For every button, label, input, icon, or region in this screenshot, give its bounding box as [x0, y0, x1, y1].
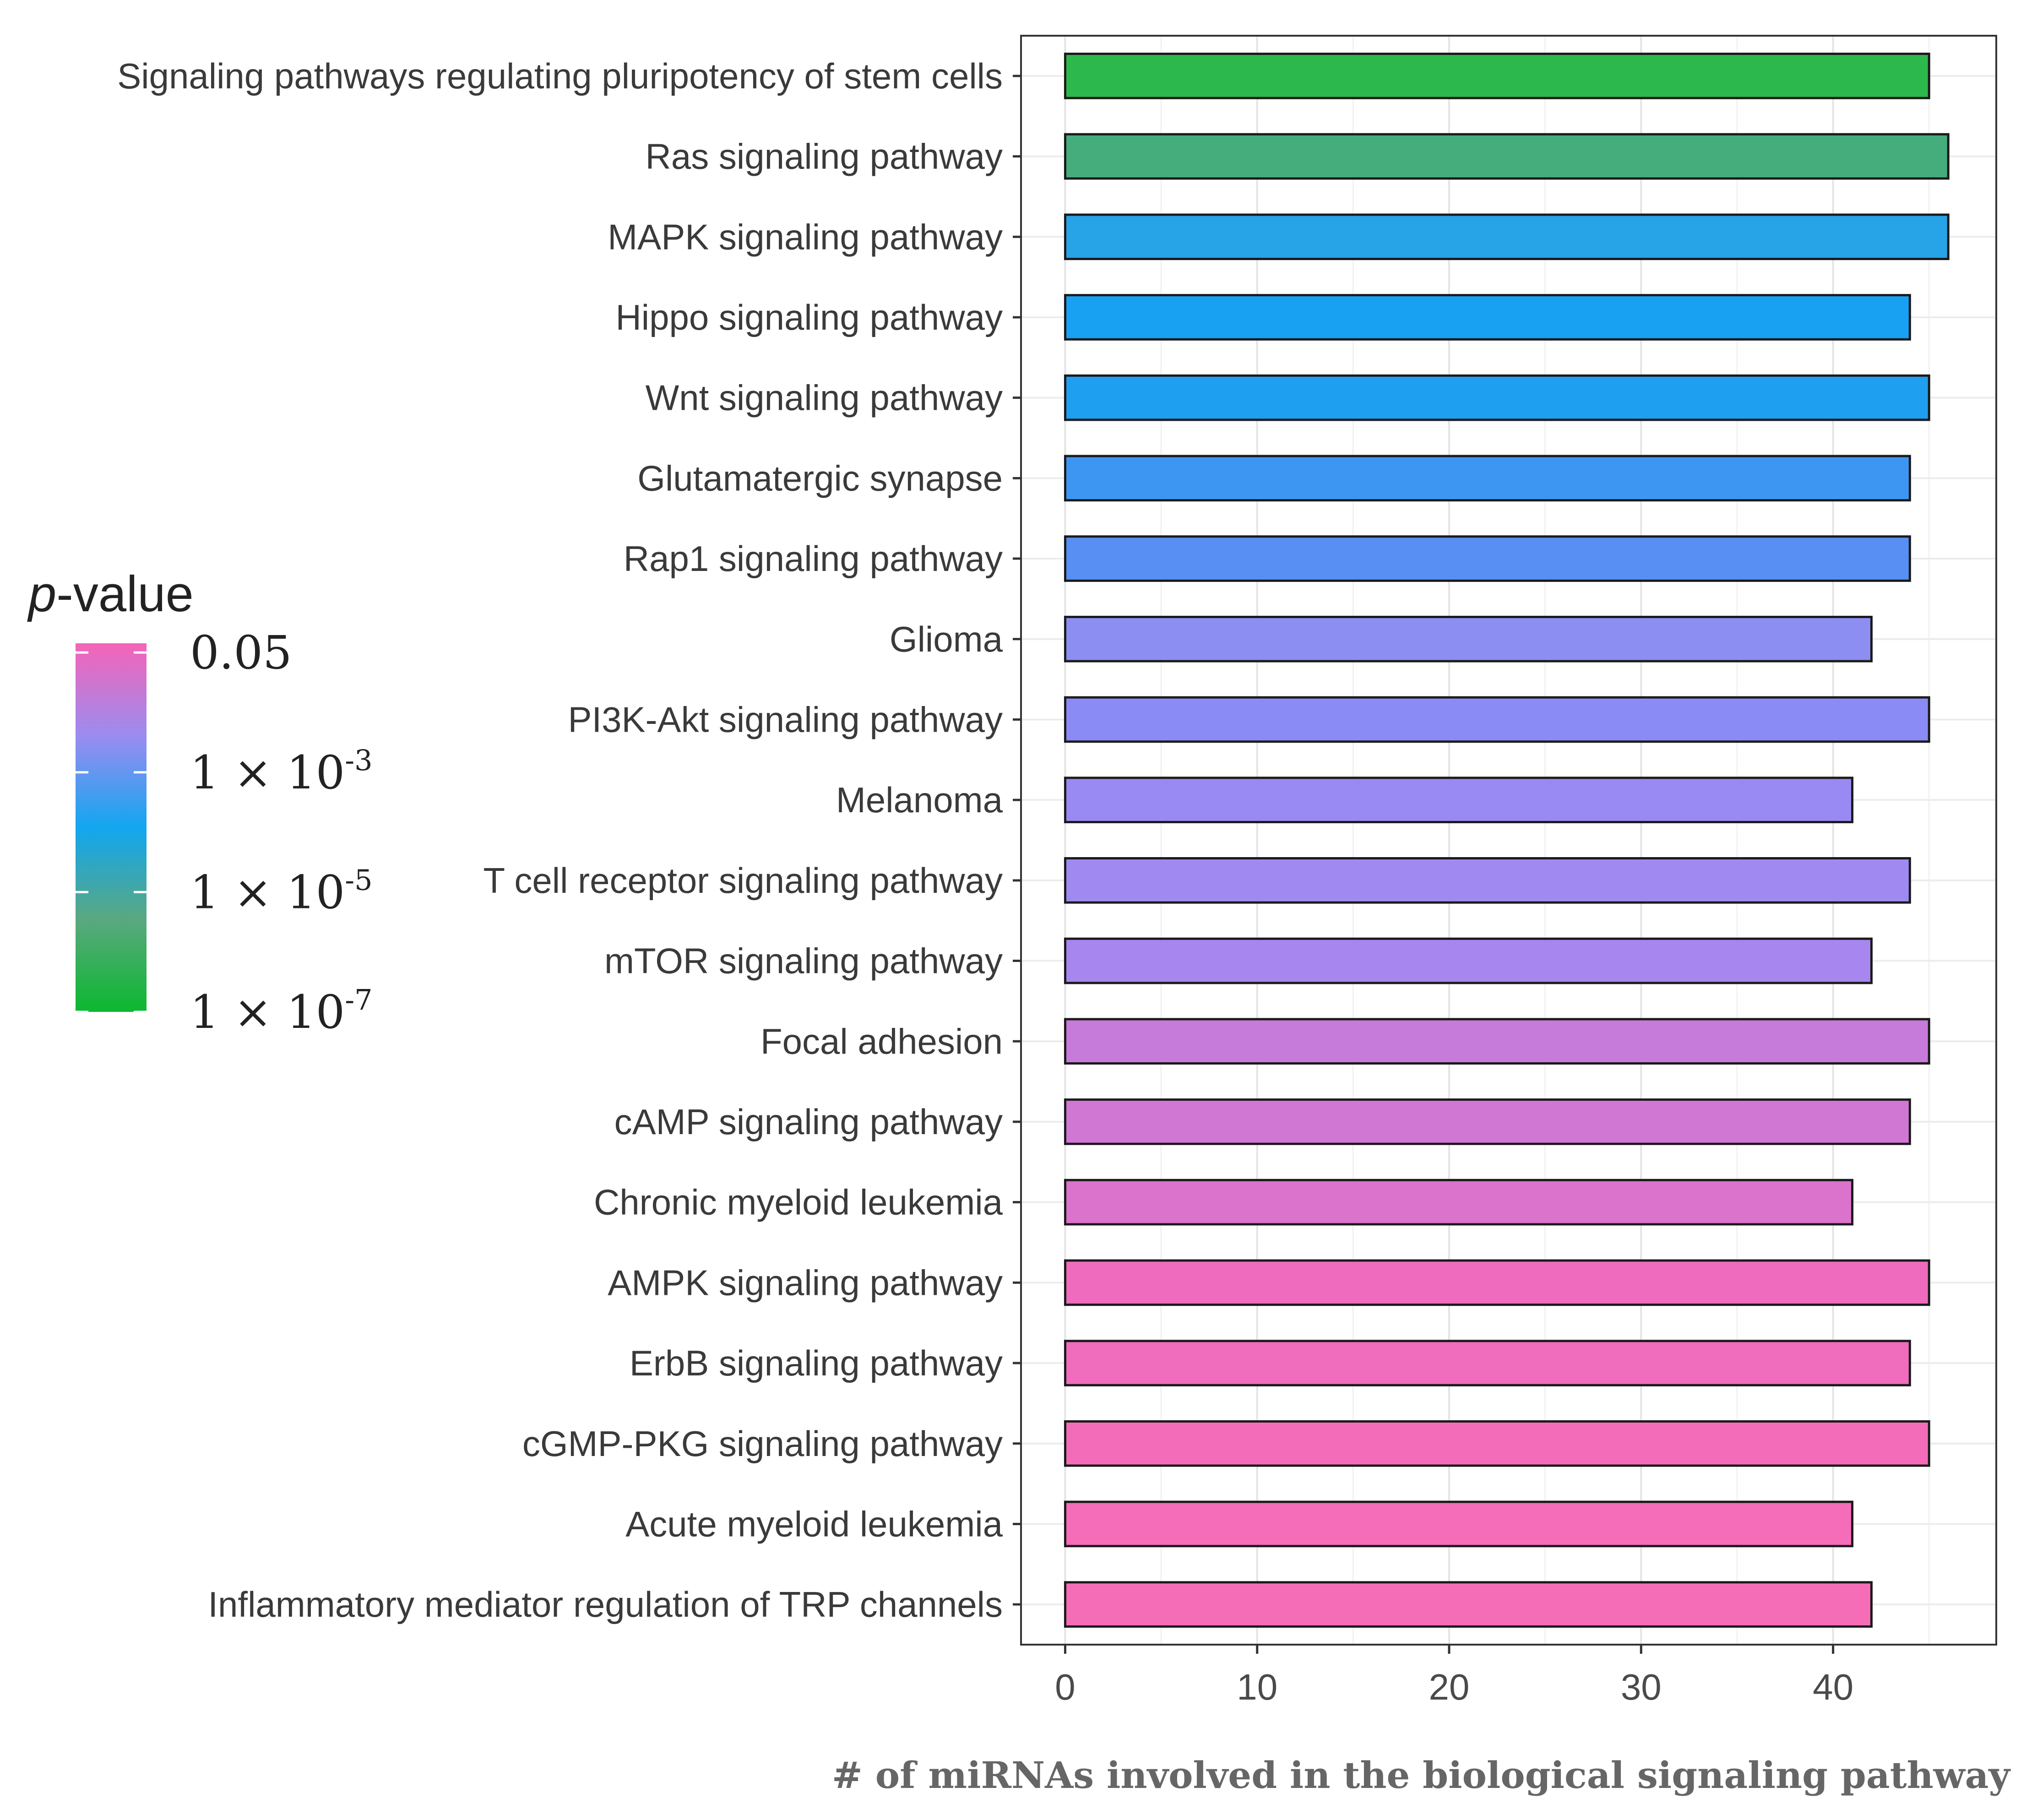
bar: [1064, 1098, 1911, 1145]
grid-lines: [1021, 36, 1996, 1645]
y-tick-label: Wnt signaling pathway: [646, 378, 1003, 418]
legend-label-base: 1 × 10: [190, 985, 345, 1039]
legend-labels: 0.051 × 10-31 × 10-51 × 10-7: [190, 626, 373, 1039]
bar: [1064, 615, 1873, 663]
y-tick-label: Hippo signaling pathway: [615, 297, 1003, 337]
y-tick-label: AMPK signaling pathway: [608, 1262, 1003, 1303]
legend-label-exponent: -3: [345, 744, 372, 777]
legend: p-value 0.051 × 10-31 × 10-51 × 10-7: [27, 566, 373, 1039]
legend-title-rest: -value: [56, 566, 194, 622]
bar: [1064, 1340, 1911, 1386]
legend-colorbar: [76, 643, 147, 1012]
y-tick-label: cGMP-PKG signaling pathway: [522, 1423, 1003, 1464]
legend-label-base: 1 × 10: [190, 865, 345, 919]
bar: [1064, 937, 1873, 984]
x-tick-label: 10: [1237, 1667, 1277, 1707]
bar: [1064, 213, 1950, 261]
bar: [1064, 1179, 1854, 1226]
y-tick-label: MAPK signaling pathway: [608, 217, 1003, 257]
x-tick-label: 40: [1813, 1667, 1853, 1707]
legend-label-base: 0.05: [190, 626, 292, 679]
legend-title-p: p: [27, 566, 56, 622]
y-tick-label: Inflammatory mediator regulation of TRP …: [208, 1584, 1003, 1624]
bar: [1064, 133, 1950, 180]
bars: [1064, 53, 1950, 1628]
y-tick-label: Glioma: [890, 619, 1003, 659]
y-tick-label: Ras signaling pathway: [646, 136, 1003, 177]
y-tick-label: Focal adhesion: [760, 1021, 1003, 1061]
bar: [1064, 696, 1930, 743]
bar: [1064, 535, 1911, 582]
bar: [1064, 857, 1911, 904]
y-tick-label: Chronic myeloid leukemia: [594, 1182, 1003, 1222]
y-tick-label: cAMP signaling pathway: [614, 1102, 1003, 1142]
legend-title: p-value: [27, 566, 194, 622]
x-axis-title: # of miRNAs involved in the biological s…: [832, 1754, 2011, 1797]
bar: [1064, 1500, 1854, 1548]
plot-panel-border: [1020, 35, 1997, 1646]
x-tick-label: 30: [1621, 1667, 1662, 1707]
x-tick-label: 0: [1055, 1667, 1076, 1707]
y-tick-label: ErbB signaling pathway: [630, 1343, 1003, 1383]
y-tick-label: Rap1 signaling pathway: [624, 538, 1003, 579]
bar: [1064, 455, 1911, 502]
bar: [1064, 294, 1911, 341]
x-axis: 0 10 20 30 40: [1055, 1645, 1853, 1707]
y-tick-label: Melanoma: [836, 780, 1003, 820]
bar: [1064, 53, 1930, 99]
legend-label: 1 × 10-3: [190, 744, 373, 799]
bar: [1064, 1259, 1930, 1306]
bar: [1064, 1420, 1930, 1467]
y-tick-label: mTOR signaling pathway: [604, 941, 1003, 981]
bar: [1064, 1581, 1873, 1628]
bar: [1064, 777, 1854, 823]
y-axis: Signaling pathways regulating pluripoten…: [117, 56, 1021, 1624]
legend-label-exponent: -5: [345, 863, 372, 896]
legend-ticks: [76, 651, 147, 1013]
y-tick-label: T cell receptor signaling pathway: [483, 860, 1003, 901]
x-tick-label: 20: [1429, 1667, 1470, 1707]
legend-label-exponent: -7: [345, 983, 372, 1016]
y-tick-label: Signaling pathways regulating pluripoten…: [117, 56, 1003, 96]
y-tick-label: Glutamatergic synapse: [637, 458, 1003, 498]
legend-label-base: 1 × 10: [190, 746, 345, 799]
y-tick-label: Acute myeloid leukemia: [625, 1504, 1003, 1544]
bar: [1064, 374, 1930, 421]
legend-label: 1 × 10-5: [190, 863, 373, 919]
bar: [1064, 1018, 1930, 1065]
legend-label: 0.05: [190, 626, 292, 679]
legend-label: 1 × 10-7: [190, 983, 373, 1039]
y-tick-label: PI3K-Akt signaling pathway: [568, 699, 1003, 739]
